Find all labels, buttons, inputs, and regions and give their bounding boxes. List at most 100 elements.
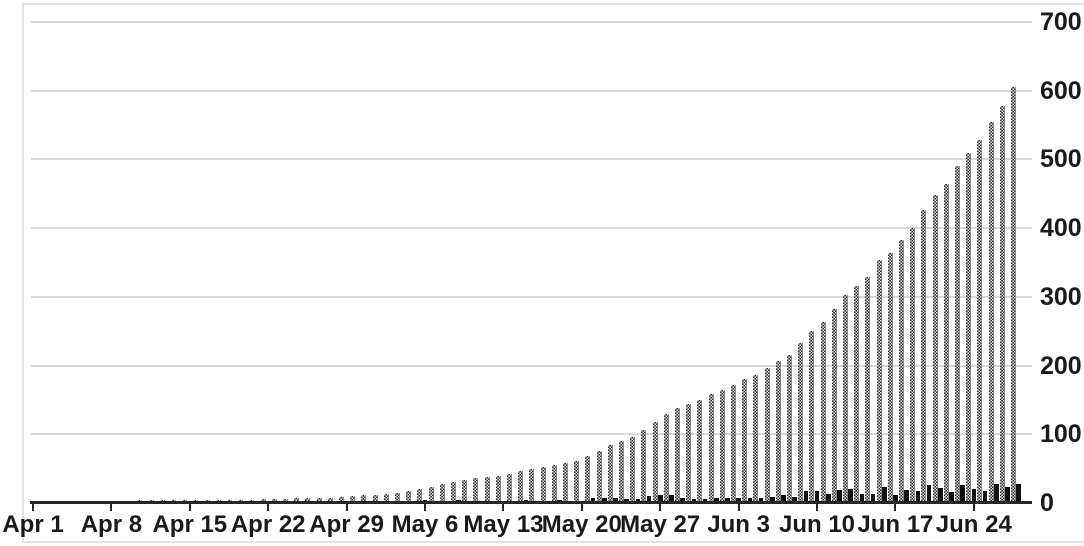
bar-dotted-may-11 [484,476,490,503]
bar-solid-jun-4 [758,498,764,503]
bar-dotted-may-26 [652,421,658,503]
bar-dotted-may-4 [406,491,412,503]
bar-solid-may-25 [646,496,652,503]
bar-dotted-may-5 [417,488,423,503]
bar-dotted-jun-6 [775,360,781,503]
x-axis-tick-mark [188,503,191,511]
bar-solid-may-20 [590,498,596,503]
bar-dotted-may-2 [383,494,389,503]
gridline-y-400 [31,227,1032,230]
bar-solid-jun-17 [904,489,909,503]
bar-dotted-jun-21 [943,184,949,503]
bar-solid-jun-5 [770,496,775,503]
bar-dotted-may-21 [596,450,602,503]
bar-solid-jun-22 [960,485,965,503]
x-axis-tick-label: May 27 [620,511,701,538]
bar-dotted-jun-4 [753,374,759,503]
bar-solid-may-23 [624,498,629,503]
x-axis-tick-label: May 13 [463,511,544,538]
bar-solid-jun-26 [1005,487,1010,503]
gridline-y-200 [31,364,1032,367]
x-axis-tick-label: Apr 29 [309,511,384,538]
y-axis-tick-label: 0 [1040,489,1054,517]
y-axis-tick-label: 100 [1040,420,1082,449]
bar-dotted-jun-14 [865,276,871,503]
bar-dotted-may-19 [574,461,580,503]
bar-dotted-apr-25 [305,498,311,503]
bar-dotted-jun-26 [999,105,1005,503]
x-axis-tick-label: Jun 17 [857,511,934,538]
bar-dotted-jun-27 [1010,87,1016,503]
bar-solid-jun-14 [870,494,876,503]
bar-dotted-may-6 [428,486,434,503]
bar-dotted-jun-23 [966,152,972,503]
x-axis-tick-label: Jun 24 [935,511,1012,538]
bar-dotted-apr-27 [327,497,333,503]
x-axis-tick-mark [972,503,975,511]
bar-dotted-may-1 [372,494,378,503]
bar-dotted-may-8 [450,481,456,503]
y-axis-tick-label: 600 [1040,76,1082,105]
bar-dotted-may-25 [641,430,647,503]
bar-dotted-apr-24 [294,498,300,503]
bar-dotted-may-13 [506,474,512,503]
bar-solid-jun-6 [781,495,786,503]
bar-solid-jun-7 [792,496,797,503]
bar-dotted-jun-15 [876,260,882,503]
bar-dotted-jun-24 [977,140,983,503]
x-axis-tick-label: Apr 22 [230,511,306,538]
bar-dotted-jun-18 [910,228,916,503]
x-axis-tick-mark [424,503,426,511]
x-axis-tick-mark [345,503,348,511]
bar-solid-may-30 [702,498,708,503]
bar-dotted-may-24 [630,437,636,503]
bar-dotted-apr-28 [338,496,344,503]
bar-dotted-jun-2 [730,384,736,503]
bar-dotted-may-10 [473,478,479,503]
bar-solid-jun-3 [747,497,753,503]
bar-solid-may-22 [613,497,618,503]
bar-dotted-jun-22 [954,166,960,503]
x-axis-tick-label: Apr 1 [2,511,64,538]
x-axis-tick-mark [502,503,505,511]
y-axis-tick-label: 400 [1040,214,1082,243]
bar-dotted-jun-19 [921,210,927,503]
bar-dotted-jun-25 [988,121,994,503]
chart-frame-top [22,3,1084,5]
bar-dotted-apr-30 [361,495,367,503]
bar-solid-jun-25 [994,484,999,503]
bar-dotted-jun-5 [764,368,770,503]
gridline-y-500 [31,158,1032,161]
bar-dotted-may-14 [518,470,524,503]
bar-dotted-jun-7 [786,354,792,503]
bar-solid-jun-8 [803,491,809,503]
bar-solid-jun-9 [814,490,820,503]
bar-solid-may-31 [714,497,719,503]
x-axis-tick-mark [580,503,583,511]
bar-solid-may-24 [635,498,641,503]
bar-dotted-apr-23 [282,498,288,503]
chart-frame-left [22,3,24,541]
bar-solid-jun-1 [725,498,730,503]
bar-solid-jun-21 [949,492,954,503]
y-axis-tick-label: 200 [1040,351,1082,380]
bar-solid-jun-23 [971,489,977,503]
bar-solid-jun-10 [826,494,831,503]
chart-frame-bottom [22,541,1084,543]
bar-dotted-may-3 [394,492,400,503]
bar-dotted-may-22 [607,445,613,503]
bar-dotted-may-30 [697,399,703,503]
bar-dotted-may-29 [686,404,692,503]
bar-solid-may-27 [669,494,674,503]
bar-dotted-jun-3 [742,379,748,503]
x-axis-line [30,501,1032,504]
gridline-y-100 [31,433,1032,436]
bar-dotted-may-18 [562,463,568,503]
x-axis-tick-mark [659,503,662,511]
bar-solid-jun-13 [859,494,865,503]
bar-dotted-may-23 [618,441,624,503]
x-axis-tick-label: Apr 8 [80,511,143,538]
bar-solid-jun-2 [736,498,741,503]
bar-solid-jun-18 [915,491,921,503]
